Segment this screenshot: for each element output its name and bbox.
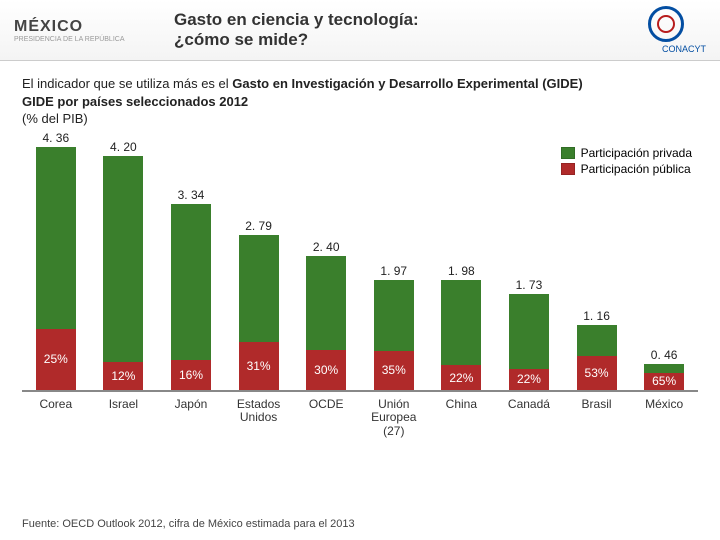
bar-pct-label: 53% bbox=[585, 366, 609, 380]
bar-value-label: 1. 16 bbox=[583, 309, 610, 323]
title-line-1: Gasto en ciencia y tecnología: bbox=[174, 10, 626, 30]
bar-segment-private bbox=[644, 364, 684, 373]
bar: 35% bbox=[374, 280, 414, 389]
bar-pct-label: 35% bbox=[382, 363, 406, 377]
bar-slot: 1. 16 53% bbox=[563, 142, 631, 390]
x-axis-label: Corea bbox=[22, 398, 90, 439]
intro-line-1: El indicador que se utiliza más es el Ga… bbox=[22, 75, 698, 93]
bar-segment-private bbox=[306, 256, 346, 349]
bar: 25% bbox=[36, 147, 76, 389]
bar-value-label: 1. 97 bbox=[380, 264, 407, 278]
bar-value-label: 2. 40 bbox=[313, 240, 340, 254]
x-axis-label: Unión Europea (27) bbox=[360, 398, 428, 439]
x-axis-label: Brasil bbox=[563, 398, 631, 439]
bar-segment-public: 35% bbox=[374, 351, 414, 389]
bar-pct-label: 12% bbox=[111, 369, 135, 383]
conacyt-icon bbox=[648, 6, 684, 42]
bar-segment-public: 31% bbox=[239, 342, 279, 390]
mexico-sublabel: PRESIDENCIA DE LA REPÚBLICA bbox=[14, 36, 154, 43]
bar-segment-private bbox=[36, 147, 76, 329]
bar-pct-label: 65% bbox=[652, 374, 676, 388]
bar-chart: 4. 3625% 4. 20 12% 3. 34 16% 2. 79 31% 2. 40 30%… bbox=[22, 142, 698, 422]
bar-segment-public: 30% bbox=[306, 350, 346, 390]
chart-area: Participación privada Participación públ… bbox=[0, 142, 720, 422]
conacyt-label: CONACYT bbox=[626, 44, 706, 54]
bar-segment-public: 53% bbox=[577, 356, 617, 390]
bar-value-label: 1. 98 bbox=[448, 264, 475, 278]
bar-slot: 1. 98 22% bbox=[428, 142, 496, 390]
bar-value-label: 2. 79 bbox=[245, 219, 272, 233]
bar-value-label: 1. 73 bbox=[516, 278, 543, 292]
bar-pct-label: 16% bbox=[179, 368, 203, 382]
bars-container: 4. 3625% 4. 20 12% 3. 34 16% 2. 79 31% 2. 40 30%… bbox=[22, 142, 698, 392]
x-axis-label: China bbox=[428, 398, 496, 439]
x-axis-label: Canadá bbox=[495, 398, 563, 439]
mexico-logo: MÉXICO PRESIDENCIA DE LA REPÚBLICA bbox=[14, 18, 154, 43]
bar: 53% bbox=[577, 325, 617, 389]
bar: 30% bbox=[306, 256, 346, 389]
header-bar: MÉXICO PRESIDENCIA DE LA REPÚBLICA Gasto… bbox=[0, 0, 720, 61]
conacyt-logo: CONACYT bbox=[626, 6, 706, 54]
bar-pct-label: 31% bbox=[247, 359, 271, 373]
bar-segment-public: 25% bbox=[36, 329, 76, 390]
title-line-2: ¿cómo se mide? bbox=[174, 30, 626, 50]
intro-line-2: GIDE por países seleccionados 2012 bbox=[22, 93, 698, 111]
bar-value-label: 3. 34 bbox=[178, 188, 205, 202]
bar-segment-public: 22% bbox=[441, 365, 481, 389]
bar-pct-label: 25% bbox=[44, 352, 68, 366]
intro-1a: El indicador que se utiliza más es el bbox=[22, 76, 232, 91]
bar-value-label: 4. 20 bbox=[110, 140, 137, 154]
bar-value-label: 4. 36 bbox=[42, 131, 69, 145]
bar-segment-public: 12% bbox=[103, 362, 143, 390]
source-footnote: Fuente: OECD Outlook 2012, cifra de Méxi… bbox=[22, 518, 355, 530]
bar: 31% bbox=[239, 235, 279, 390]
bar-slot: 4. 3625% bbox=[22, 142, 90, 390]
bar-slot: 1. 97 35% bbox=[360, 142, 428, 390]
bar-slot: 1. 73 22% bbox=[495, 142, 563, 390]
bar: 22% bbox=[509, 294, 549, 390]
bar-segment-private bbox=[171, 204, 211, 360]
title-box: Gasto en ciencia y tecnología: ¿cómo se … bbox=[154, 10, 626, 50]
bar-pct-label: 22% bbox=[517, 372, 541, 386]
bar-slot: 2. 40 30% bbox=[292, 142, 360, 390]
bar-segment-private bbox=[374, 280, 414, 351]
bar: 65% bbox=[644, 364, 684, 390]
x-axis-labels: CoreaIsraelJapónEstados UnidosOCDEUnión … bbox=[22, 398, 698, 439]
bar-slot: 2. 79 31% bbox=[225, 142, 293, 390]
bar: 22% bbox=[441, 280, 481, 390]
bar-segment-private bbox=[103, 156, 143, 361]
bar-pct-label: 22% bbox=[449, 371, 473, 385]
bar-slot: 4. 20 12% bbox=[90, 142, 158, 390]
bar-slot: 3. 34 16% bbox=[157, 142, 225, 390]
bar: 12% bbox=[103, 156, 143, 389]
bar: 16% bbox=[171, 204, 211, 390]
bar-slot: 0. 46 65% bbox=[630, 142, 698, 390]
bar-pct-label: 30% bbox=[314, 363, 338, 377]
bar-segment-private bbox=[441, 280, 481, 366]
bar-segment-private bbox=[577, 325, 617, 355]
bar-segment-private bbox=[239, 235, 279, 342]
bar-segment-private bbox=[509, 294, 549, 369]
bar-value-label: 0. 46 bbox=[651, 348, 678, 362]
bar-segment-public: 22% bbox=[509, 369, 549, 390]
x-axis-label: México bbox=[630, 398, 698, 439]
x-axis-label: Israel bbox=[90, 398, 158, 439]
mexico-label: MÉXICO bbox=[14, 18, 154, 36]
intro-text: El indicador que se utiliza más es el Ga… bbox=[0, 61, 720, 136]
intro-1b: Gasto en Investigación y Desarrollo Expe… bbox=[232, 76, 582, 91]
x-axis-label: Japón bbox=[157, 398, 225, 439]
bar-segment-public: 65% bbox=[644, 373, 684, 390]
x-axis-label: Estados Unidos bbox=[225, 398, 293, 439]
intro-line-3: (% del PIB) bbox=[22, 110, 698, 128]
bar-segment-public: 16% bbox=[171, 360, 211, 390]
x-axis-label: OCDE bbox=[292, 398, 360, 439]
